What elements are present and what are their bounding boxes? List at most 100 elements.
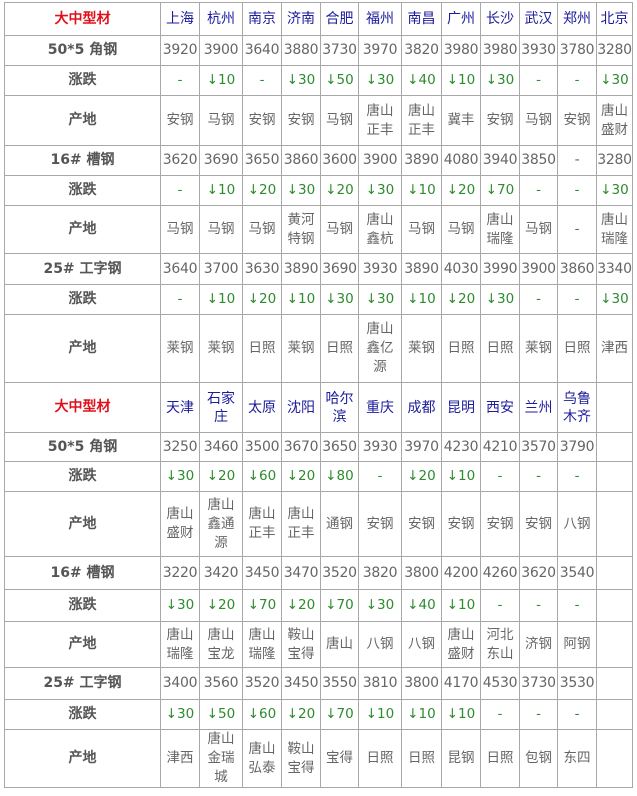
city-header: 哈尔滨 [320, 382, 359, 433]
origin-text: 日照 [447, 340, 475, 356]
city-header: 成都 [401, 382, 442, 433]
change-cell: - [160, 284, 200, 315]
change-cell: ↓30 [358, 65, 402, 96]
price-cell: 3630 [242, 253, 282, 285]
origin-label: 产地 [4, 314, 161, 383]
change-cell: - [358, 461, 402, 492]
origin-text: 八钢 [563, 515, 591, 532]
origin-cell: 莱钢 [401, 314, 442, 383]
origin-text: 莱钢 [207, 340, 235, 356]
origin-text: 安钢 [447, 515, 475, 532]
origin-text: 安钢 [366, 515, 394, 532]
change-cell: ↓20 [242, 284, 282, 315]
city-header: 乌鲁木齐 [557, 382, 597, 433]
change-cell: ↓10 [441, 461, 481, 492]
origin-cell: 唐山正丰 [358, 95, 402, 146]
price-cell: 3800 [401, 667, 442, 700]
change-row: 涨跌 ↓30 ↓50 ↓60 ↓20 ↓70 ↓10 ↓10 ↓10- - - [4, 699, 633, 730]
change-cell: ↓70 [320, 589, 359, 622]
change-cell: ↓30 [596, 175, 633, 206]
price-cell: 3690 [199, 145, 243, 176]
price-cell: 3400 [160, 667, 200, 700]
origin-cell: 唐山盛财 [160, 491, 200, 557]
origin-text: 马钢 [207, 221, 235, 237]
price-cell: 3280 [596, 145, 633, 176]
change-cell: - [242, 65, 282, 96]
origin-text: 昆钢 [447, 750, 475, 766]
price-cell: 3650 [242, 145, 282, 176]
change-cell: ↓10 [401, 699, 442, 730]
origin-cell: 东四 [557, 729, 597, 788]
price-cell: 3520 [242, 667, 282, 700]
change-cell: ↓20 [281, 699, 321, 730]
origin-text: 鞍山宝得 [287, 626, 315, 662]
city-header: 上海 [160, 2, 200, 36]
product-name: 16# 槽钢 [4, 556, 161, 590]
change-row: 涨跌 - ↓10- ↓30 ↓50 ↓30 ↓40 ↓10 ↓30- - ↓30 [4, 65, 633, 96]
price-cell: 3900 [519, 253, 558, 285]
city-header: 昆明 [441, 382, 481, 433]
price-row: 16# 槽钢 3620 3690 3650 3860 3600 3900 3890 4080 39… [4, 145, 633, 176]
origin-cell: 唐山正丰 [242, 491, 282, 557]
change-label: 涨跌 [4, 284, 161, 315]
origin-text: 唐山正丰 [408, 102, 435, 138]
change-row: 涨跌 ↓30 ↓20 ↓70 ↓20 ↓70 ↓30 ↓40 ↓10- - - [4, 589, 633, 622]
change-cell: ↓80 [320, 461, 359, 492]
origin-text: 八钢 [408, 636, 435, 652]
origin-cell: 唐山宝龙 [199, 621, 243, 668]
origin-text: - [574, 221, 580, 237]
origin-cell: 日照 [242, 314, 282, 383]
origin-label: 产地 [4, 491, 161, 557]
section-header-row: 大中型材 天津 石家庄 太原 沈阳 哈尔滨 重庆 成都 昆明 西安 兰州 乌鲁木齐 [4, 382, 633, 433]
price-cell: 4530 [480, 667, 520, 700]
change-cell: - [519, 175, 558, 206]
origin-cell: 唐山瑞隆 [160, 621, 200, 668]
change-cell: ↓10 [401, 284, 442, 315]
origin-text: 安钢 [287, 112, 315, 128]
origin-text: 唐山瑞隆 [248, 626, 276, 662]
price-cell: 3930 [519, 35, 558, 66]
origin-text: 唐山盛财 [166, 506, 194, 541]
change-cell: - [480, 461, 520, 492]
origin-cell: 鞍山宝得 [281, 621, 321, 668]
price-cell: 3730 [320, 35, 359, 66]
origin-row: 产地 唐山瑞隆 唐山宝龙 唐山瑞隆 鞍山宝得 唐山 八钢 八钢 唐山盛财 河北东山 济钢 阿钢 [4, 621, 633, 668]
origin-cell: 安钢 [358, 491, 402, 557]
origin-text: 安钢 [525, 515, 552, 532]
city-header: 杭州 [199, 2, 243, 36]
origin-text: 日照 [563, 340, 591, 356]
product-name: 50*5 角钢 [4, 432, 161, 462]
origin-text: 马钢 [166, 221, 194, 237]
origin-cell: 马钢 [401, 205, 442, 254]
price-cell: 3450 [281, 667, 321, 700]
origin-cell: 唐山瑞隆 [596, 205, 633, 254]
steel-price-table: 大中型材 上海 杭州 南京 济南 合肥 福州 南昌 广州 长沙 武汉 郑州 北京 50*5 角钢 3920 3… [4, 2, 633, 788]
origin-text: 唐山鑫通源 [207, 496, 235, 551]
city-header: 沈阳 [281, 382, 321, 433]
origin-cell: 马钢 [519, 205, 558, 254]
price-cell: 3800 [401, 556, 442, 590]
origin-row: 产地 津西 唐山金瑞城 唐山弘泰 鞍山宝得 宝得 日照 日照 昆钢 日照 包钢 东四 [4, 729, 633, 788]
city-header [596, 382, 633, 433]
origin-cell: 马钢 [320, 205, 359, 254]
origin-cell: 安钢 [160, 95, 200, 146]
origin-cell: 安钢 [281, 95, 321, 146]
price-cell: 3730 [519, 667, 558, 700]
origin-text: 马钢 [408, 221, 435, 237]
change-cell: ↓30 [281, 65, 321, 96]
section-title: 大中型材 [4, 2, 161, 36]
price-cell: 3420 [199, 556, 243, 590]
origin-text: 唐山鑫杭 [366, 211, 394, 247]
origin-cell: 黄河特钢 [281, 205, 321, 254]
origin-text: 唐山盛财 [601, 102, 628, 138]
price-cell: 3340 [596, 253, 633, 285]
origin-cell: 津西 [596, 314, 633, 383]
origin-cell: 津西 [160, 729, 200, 788]
price-cell: 3640 [160, 253, 200, 285]
origin-cell: 莱钢 [281, 314, 321, 383]
origin-cell: 唐山盛财 [441, 621, 481, 668]
price-cell [596, 432, 633, 462]
change-row: 涨跌 - ↓10 ↓20 ↓10 ↓30 ↓30 ↓10 ↓20 ↓30- - ↓30 [4, 284, 633, 315]
change-cell: ↓70 [480, 175, 520, 206]
city-header: 合肥 [320, 2, 359, 36]
